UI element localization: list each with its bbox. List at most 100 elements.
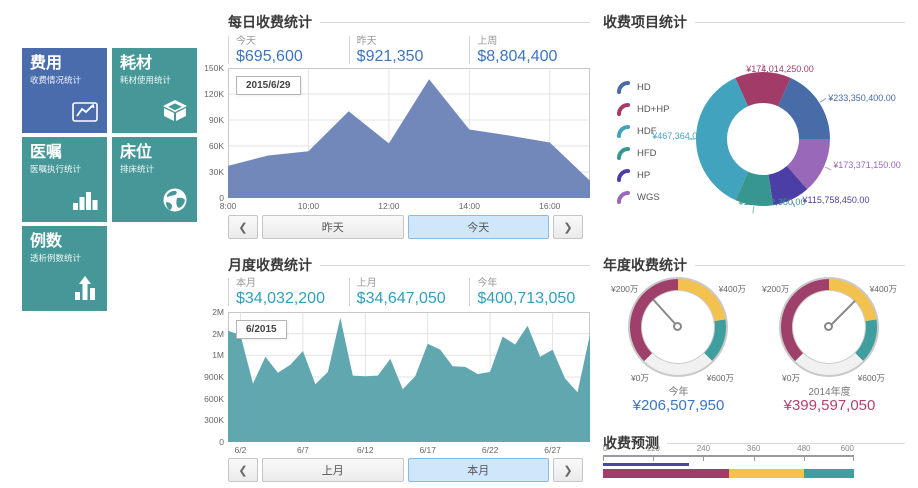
bullet-range-band bbox=[728, 469, 804, 478]
tile-beds[interactable]: 床位 排床统计 bbox=[112, 137, 197, 222]
bullet-axis-tick-label: 0 bbox=[603, 444, 608, 453]
tile-consumables[interactable]: 耗材 耗材使用统计 bbox=[112, 48, 197, 133]
bar-chart-icon bbox=[73, 192, 98, 210]
y-axis-tick-label: 2M bbox=[212, 307, 224, 317]
annual-gauges: ¥200万 ¥400万 ¥0万 ¥600万 今年 ¥206,507,950 ¥2… bbox=[603, 277, 905, 432]
bullet-axis-tick bbox=[853, 457, 854, 461]
bullet-axis-tick-label: 120 bbox=[646, 444, 660, 453]
daily-today-button[interactable]: 今天 bbox=[407, 215, 549, 239]
gauge-value: ¥206,507,950 bbox=[632, 397, 725, 414]
bullet-axis-tick bbox=[803, 457, 805, 461]
legend-item: HD bbox=[617, 76, 669, 98]
monthly-stats: 本月 $34,032,200 上月 $34,647,050 今年 $400,71… bbox=[228, 278, 590, 307]
forecast-bullet-chart: 0 120 240 360 480 600 bbox=[603, 444, 854, 488]
tile-subtitle: 医嘱执行统计 bbox=[30, 164, 82, 174]
legend-swoosh-icon bbox=[617, 80, 630, 94]
legend-item: HP bbox=[617, 164, 669, 186]
x-axis-tick-label: 6/7 bbox=[296, 445, 309, 455]
donut-slice-value-label: ¥173,371,150.00 bbox=[833, 160, 901, 170]
stat-label: 上周 bbox=[477, 36, 498, 47]
gauge-tick-400: ¥400万 bbox=[869, 284, 897, 294]
box-icon bbox=[163, 100, 187, 121]
monthly-thismonth-button[interactable]: 本月 bbox=[407, 458, 549, 482]
monthly-next-button[interactable]: ❯ bbox=[553, 458, 583, 482]
daily-next-button[interactable]: ❯ bbox=[553, 215, 583, 239]
bullet-measure-bar bbox=[603, 463, 689, 466]
donut-legend: HD HD+HP HDF HFD HP WGS bbox=[617, 76, 669, 208]
x-axis-tick-label: 8:00 bbox=[219, 201, 237, 211]
stat-value: $8,804,400 bbox=[477, 48, 558, 65]
summary-column: 收费项目统计 HD HD+HP HDF HFD HP WGS ¥233,350,400.0… bbox=[603, 12, 905, 488]
donut-slice-value-label: ¥174,014,250.00 bbox=[746, 64, 814, 74]
legend-item: HD+HP bbox=[617, 98, 669, 120]
y-axis-tick-label: 90K bbox=[208, 115, 224, 125]
x-axis-tick-label: 10:00 bbox=[297, 201, 320, 211]
gauge-caption: 2014年度 bbox=[808, 387, 851, 398]
daily-y-axis: 150K 120K 90K 60K 30K 0 bbox=[204, 63, 226, 203]
bullet-axis-tick-label: 360 bbox=[746, 444, 761, 453]
tile-subtitle: 排床统计 bbox=[120, 164, 155, 174]
legend-swoosh-icon bbox=[617, 124, 630, 138]
daily-nav: ❮ 昨天 今天 ❯ bbox=[228, 215, 583, 239]
bullet-range-band bbox=[803, 469, 854, 478]
stat-yesterday: 昨天 $921,350 bbox=[348, 36, 470, 65]
y-axis-tick-label: 60K bbox=[208, 141, 224, 151]
bullet-axis-tick bbox=[603, 457, 604, 461]
gauge-hub bbox=[673, 322, 682, 331]
stat-this-year: 今年 $400,713,050 bbox=[469, 278, 590, 307]
stat-value: $695,600 bbox=[236, 48, 303, 65]
section-title-text: 收费预测 bbox=[603, 435, 659, 451]
monthly-lastmonth-button[interactable]: 上月 bbox=[262, 458, 404, 482]
gauge-tick-400: ¥400万 bbox=[718, 284, 746, 294]
x-axis-tick-label: 12:00 bbox=[378, 201, 400, 211]
arrows-icon bbox=[75, 276, 95, 300]
charts-column: 每日收费统计 今天 $695,600 昨天 $921,350 上周 $8,804… bbox=[204, 0, 590, 488]
monthly-date-annotation: 6/2015 bbox=[236, 320, 287, 339]
bullet-axis-tick bbox=[703, 457, 705, 461]
stat-label: 上月 bbox=[356, 278, 377, 289]
monthly-x-axis: 6/2 6/7 6/12 6/17 6/22 6/27 bbox=[228, 445, 590, 455]
monthly-prev-button[interactable]: ❮ bbox=[228, 458, 258, 482]
sidebar-tiles: 费用 收费情况统计 耗材 耗材使用统计 医嘱 医嘱执行统计 床位 排床统计 bbox=[22, 48, 202, 311]
legend-label: HDF bbox=[637, 125, 657, 137]
daily-yesterday-button[interactable]: 昨天 bbox=[262, 215, 404, 239]
tile-title: 费用 bbox=[30, 55, 63, 72]
bullet-axis-tick bbox=[653, 457, 655, 461]
tile-subtitle: 耗材使用统计 bbox=[120, 75, 172, 85]
legend-swoosh-icon bbox=[617, 168, 630, 182]
x-axis-tick-label: 6/22 bbox=[481, 445, 499, 455]
legend-label: WGS bbox=[637, 191, 660, 203]
tile-orders[interactable]: 医嘱 医嘱执行统计 bbox=[22, 137, 107, 222]
legend-label: HD bbox=[637, 81, 651, 93]
donut-slice-value-label: ¥117,552,350.00 bbox=[738, 197, 806, 207]
stat-label: 今天 bbox=[236, 36, 256, 47]
legend-item: HDF bbox=[617, 120, 669, 142]
y-axis-tick-label: 0 bbox=[219, 193, 224, 203]
y-axis-tick-label: 0 bbox=[219, 437, 224, 447]
monthly-nav: ❮ 上月 本月 ❯ bbox=[228, 458, 583, 482]
legend-label: HD+HP bbox=[637, 103, 670, 115]
stat-last-month: 上月 $34,647,050 bbox=[348, 278, 470, 307]
gauge-tick-600: ¥600万 bbox=[857, 373, 885, 383]
x-axis-tick-label: 6/17 bbox=[419, 445, 436, 455]
x-axis-tick-label: 14:00 bbox=[458, 201, 480, 211]
fee-items-donut-chart bbox=[688, 64, 832, 214]
daily-prev-button[interactable]: ❮ bbox=[228, 215, 258, 239]
gauge-this-year: ¥200万 ¥400万 ¥0万 ¥600万 今年 ¥206,507,950 bbox=[603, 277, 754, 432]
stat-label: 本月 bbox=[236, 278, 256, 289]
line-chart-icon bbox=[72, 102, 98, 122]
tile-subtitle: 收费情况统计 bbox=[30, 75, 82, 85]
annual-section-title: 年度收费统计 bbox=[603, 255, 905, 275]
tile-subtitle: 透析例数统计 bbox=[30, 253, 82, 263]
tile-fees[interactable]: 费用 收费情况统计 bbox=[22, 48, 107, 133]
globe-icon bbox=[163, 188, 187, 212]
tile-cases[interactable]: 例数 透析例数统计 bbox=[22, 226, 107, 311]
fee-items-section-title: 收费项目统计 bbox=[603, 12, 905, 32]
y-axis-tick-label: 900K bbox=[204, 372, 224, 382]
gauge-tick-200: ¥200万 bbox=[762, 284, 790, 294]
stat-value: $921,350 bbox=[356, 48, 424, 65]
forecast-section-title: 收费预测 bbox=[603, 433, 905, 453]
stat-this-month: 本月 $34,032,200 bbox=[228, 278, 349, 307]
monthly-y-axis: 2M 2M 1M 900K 600K 300K 0 bbox=[204, 307, 226, 447]
section-title-text: 年度收费统计 bbox=[603, 257, 687, 273]
